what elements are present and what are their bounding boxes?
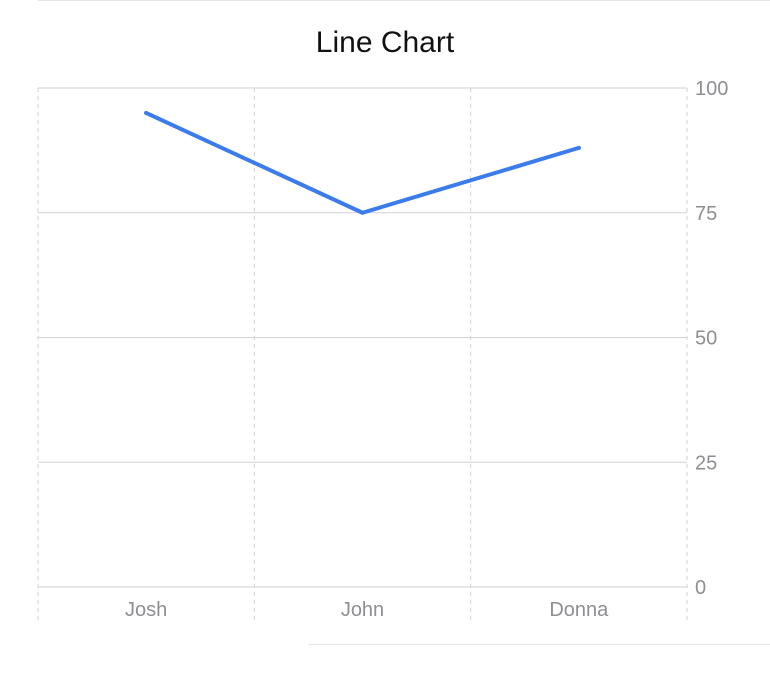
grid: [37, 87, 688, 620]
y-tick-label: 50: [695, 328, 717, 350]
y-tick-label: 75: [695, 203, 717, 225]
y-tick-label: 25: [695, 452, 717, 474]
chart-title: Line Chart: [315, 26, 455, 59]
x-tick-label: Josh: [125, 599, 167, 621]
y-tick-label: 0: [695, 577, 706, 599]
y-tick-label: 100: [695, 78, 728, 100]
x-tick-label: Donna: [549, 599, 609, 621]
labels: 0 25 50 75 100 Josh John Donna: [125, 78, 728, 621]
bottom-divider: [308, 644, 770, 645]
data-point: [576, 145, 581, 150]
top-divider: [38, 0, 770, 1]
series-layer: [144, 110, 581, 215]
data-point: [360, 210, 365, 215]
series-line: [144, 110, 581, 215]
data-point: [144, 110, 149, 115]
x-tick-label: John: [341, 599, 384, 621]
